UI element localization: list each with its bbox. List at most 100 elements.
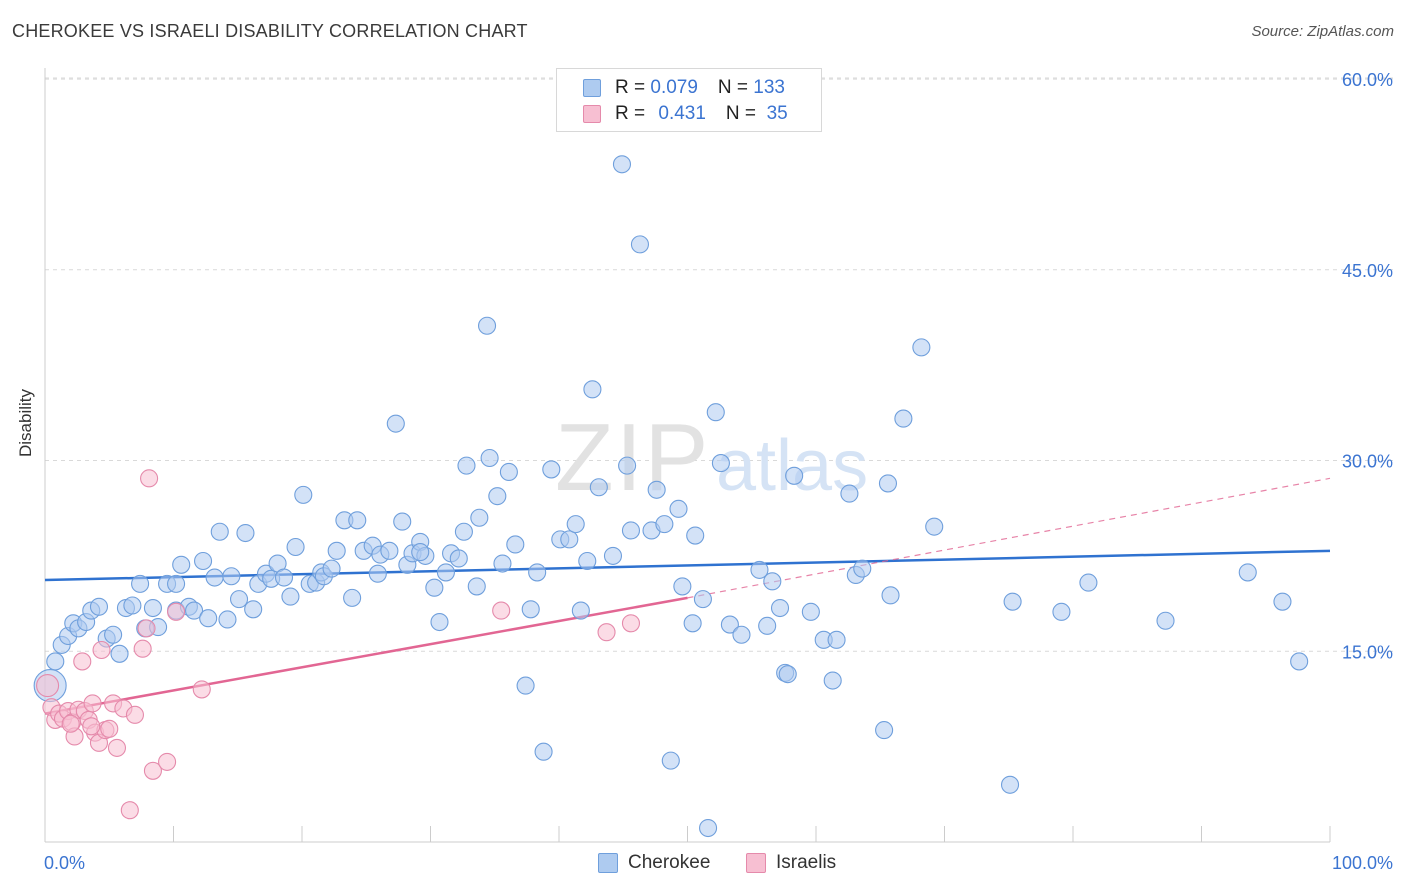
cherokee-point (881, 586, 900, 605)
cherokee-points (33, 155, 1309, 838)
cherokee-point (89, 597, 109, 616)
cherokee-point (123, 596, 142, 615)
cherokee-point (172, 555, 191, 574)
cherokee-point (286, 537, 305, 557)
cherokee-point (589, 478, 608, 497)
x-tick-label: 100.0% (1332, 853, 1393, 873)
israeli-point (133, 639, 152, 658)
cherokee-point (750, 560, 769, 579)
cherokee-point (647, 480, 666, 499)
legend-row-cherokee: R = 0.079 N = 133 (583, 76, 785, 100)
cherokee-point (618, 456, 637, 475)
x-tick-label: 0.0% (44, 853, 85, 873)
cherokee-point (430, 612, 449, 632)
cherokee-point (368, 564, 387, 583)
cherokee-point (925, 517, 944, 536)
cherokee-point (110, 644, 129, 663)
legend-swatch-cherokee (583, 79, 601, 97)
cherokee-point (720, 615, 739, 634)
y-tick-label: 45.0% (1342, 261, 1393, 281)
y-tick-label: 15.0% (1342, 642, 1393, 662)
cherokee-point (542, 460, 561, 479)
cherokee-point (348, 511, 367, 530)
cherokee-point (411, 543, 430, 562)
cherokee-point (46, 652, 65, 671)
israeli-point (83, 694, 102, 713)
cherokee-point (732, 625, 751, 644)
cherokee-point (436, 563, 455, 582)
cherokee-point (229, 590, 249, 609)
watermark-zip: ZIP (555, 404, 710, 511)
cherokee-point (480, 448, 499, 468)
cherokee-point (711, 454, 730, 473)
israeli-point (143, 761, 162, 780)
cherokee-point (386, 414, 405, 433)
cherokee-point (327, 541, 346, 560)
cherokee-point (686, 526, 705, 545)
israeli-point (137, 619, 156, 638)
cherokee-point (661, 751, 680, 770)
cherokee-point (528, 563, 547, 582)
cherokee-point (131, 574, 150, 593)
cherokee-point (758, 616, 777, 635)
cherokee-point (875, 721, 894, 740)
cherokee-point (1052, 602, 1071, 621)
cherokee-point (143, 598, 162, 618)
chart-title: CHEROKEE VS ISRAELI DISABILITY CORRELATI… (12, 21, 528, 41)
cherokee-point (912, 338, 931, 357)
cherokee-point (621, 521, 641, 540)
cherokee-point (827, 630, 846, 649)
cherokee-point (457, 456, 476, 475)
bottom-legend-label-cherokee: Cherokee (628, 852, 711, 873)
cherokee-point (878, 474, 898, 493)
cherokee-point (763, 572, 782, 591)
israeli-point (92, 640, 111, 660)
cherokee-point (185, 601, 204, 620)
cherokee-point (218, 610, 237, 629)
bottom-legend-swatch-cherokee (598, 853, 618, 873)
cherokee-point (630, 235, 650, 254)
cherokee-point (104, 625, 123, 644)
bottom-legend-label-israelis: Israelis (776, 852, 837, 873)
cherokee-point (1273, 592, 1292, 611)
cherokee-point (534, 742, 553, 761)
israeli-point (73, 652, 92, 671)
cherokee-point (566, 515, 585, 534)
cherokee-point (583, 380, 602, 399)
cherokee-point (281, 587, 300, 606)
cherokee-point (222, 567, 241, 586)
cherokee-point (294, 485, 313, 504)
legend-swatch-israelis (583, 105, 601, 123)
cherokee-point (167, 574, 186, 593)
cherokee-point (236, 523, 255, 543)
israeli-point (120, 801, 139, 820)
cherokee-point (612, 155, 632, 174)
cherokee-point (454, 522, 473, 541)
legend-r-label: R = (615, 103, 651, 124)
cherokee-point (673, 577, 692, 596)
cherokee-point (1000, 775, 1020, 794)
bottom-legend-swatch-israelis (746, 853, 766, 873)
cherokee-point (210, 522, 229, 541)
cherokee-point (1003, 592, 1022, 611)
cherokee-point (449, 549, 468, 568)
cherokee-point (393, 512, 412, 531)
israeli-point (82, 717, 101, 736)
cherokee-point (380, 541, 399, 560)
cherokee-point (467, 577, 486, 596)
cherokee-point (603, 546, 623, 565)
tick-labels: 15.0% 30.0% 45.0% 60.0% 0.0% 100.0% (44, 70, 1393, 873)
israeli-point (100, 719, 119, 738)
cherokee-point (669, 499, 688, 518)
y-tick-label: 60.0% (1342, 70, 1393, 90)
cherokee-point (853, 559, 872, 578)
cherokee-point (343, 588, 362, 607)
cherokee-point (521, 600, 540, 619)
cherokee-point (1079, 573, 1098, 592)
cherokee-point (244, 600, 263, 619)
legend-r-label: R = (615, 77, 651, 98)
legend-r-value: 0.431 (658, 103, 706, 124)
cherokee-point (199, 609, 218, 628)
cherokee-point (683, 614, 702, 633)
